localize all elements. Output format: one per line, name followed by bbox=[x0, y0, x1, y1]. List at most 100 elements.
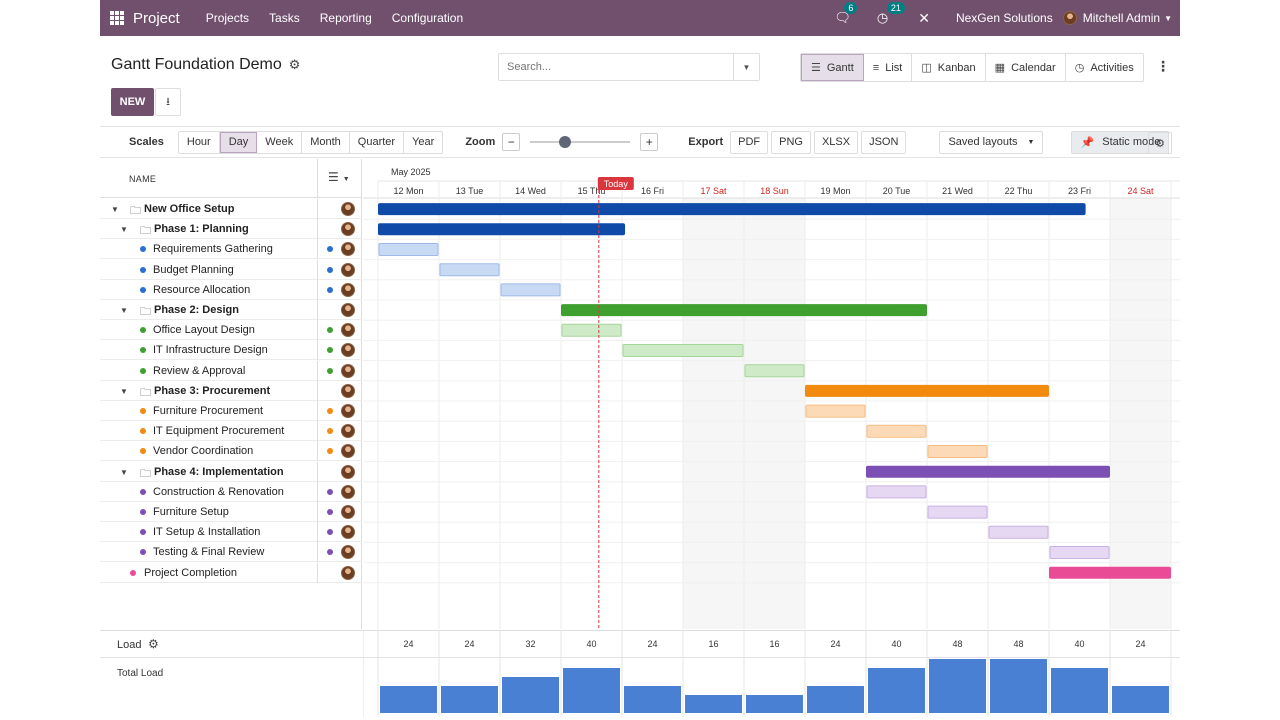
assignee-avatar bbox=[341, 505, 355, 519]
collapse-arrow-icon[interactable]: ▼ bbox=[111, 205, 119, 214]
scale-month[interactable]: Month bbox=[302, 131, 350, 153]
menu-tasks[interactable]: Tasks bbox=[269, 11, 300, 25]
folder-icon: 🗀 bbox=[140, 467, 151, 480]
view-activities[interactable]: ◷ Activities bbox=[1074, 61, 1134, 75]
export-json-button[interactable]: JSON bbox=[861, 130, 907, 154]
scale-day[interactable]: Day bbox=[219, 131, 258, 153]
zoom-slider[interactable] bbox=[530, 133, 631, 151]
apps-menu-icon[interactable] bbox=[110, 11, 124, 25]
collapse-arrow-icon[interactable]: ▼ bbox=[120, 467, 128, 477]
export-pdf-button[interactable]: PDF bbox=[730, 130, 769, 154]
task-row[interactable]: IT Equipment Procurement bbox=[100, 421, 362, 442]
scale-week[interactable]: Week bbox=[257, 131, 303, 153]
day-header: 14 Wed bbox=[515, 186, 546, 196]
task-row[interactable]: ▼ 🗀 Phase 4: Implementation bbox=[100, 461, 362, 482]
view-kanban[interactable]: ◫ Kanban bbox=[912, 54, 986, 81]
new-button[interactable]: NEW bbox=[111, 88, 154, 116]
zoom-out-button[interactable]: − bbox=[502, 133, 521, 151]
scale-selector: Hour Day Week Month Quarter Year bbox=[177, 130, 444, 154]
task-bar bbox=[439, 263, 500, 277]
user-menu[interactable]: Mitchell Admin ▼ bbox=[1062, 11, 1172, 25]
gear-icon[interactable]: ⚙ bbox=[288, 57, 301, 72]
gear-icon[interactable]: ⚙ bbox=[148, 637, 159, 651]
saved-layouts-dropdown[interactable]: Saved layouts ▼ bbox=[939, 130, 1044, 154]
task-row[interactable]: ▼ 🗀 New Office Setup bbox=[100, 199, 362, 219]
view-list[interactable]: ≡ List bbox=[864, 54, 913, 81]
task-row[interactable]: Vendor Coordination bbox=[100, 441, 362, 462]
task-bar bbox=[561, 323, 622, 337]
search-dropdown-toggle[interactable]: ▼ bbox=[733, 54, 759, 80]
color-dot bbox=[327, 327, 333, 334]
task-bar bbox=[988, 525, 1049, 539]
zoom-in-button[interactable]: + bbox=[640, 133, 659, 151]
task-row[interactable]: Review & Approval bbox=[100, 360, 362, 381]
download-button[interactable]: ⭳ bbox=[155, 88, 181, 116]
task-row[interactable]: IT Infrastructure Design bbox=[100, 340, 362, 361]
page-title: Gantt Foundation Demo bbox=[111, 56, 282, 73]
load-value: 16 bbox=[769, 639, 779, 649]
messages-button[interactable]: 🗨 6 bbox=[834, 2, 858, 26]
task-row[interactable]: IT Setup & Installation bbox=[100, 522, 362, 543]
task-row[interactable]: Construction & Renovation bbox=[100, 481, 362, 502]
assignee-avatar bbox=[341, 404, 355, 418]
export-xlsx-button[interactable]: XLSX bbox=[813, 130, 859, 154]
task-row[interactable]: Testing & Final Review bbox=[100, 542, 362, 563]
gantt-settings-button[interactable]: ⚙ bbox=[1148, 132, 1172, 154]
task-row[interactable]: ▼ 🗀 Phase 2: Design bbox=[100, 300, 362, 320]
color-dot bbox=[327, 408, 333, 414]
load-bar bbox=[380, 686, 437, 713]
menu-reporting[interactable]: Reporting bbox=[319, 11, 372, 25]
task-row[interactable]: Furniture Procurement bbox=[100, 401, 362, 421]
search-input[interactable] bbox=[499, 61, 733, 73]
task-name: Furniture Setup bbox=[153, 506, 229, 518]
load-bar bbox=[990, 659, 1047, 713]
scale-hour[interactable]: Hour bbox=[179, 131, 220, 153]
task-row[interactable]: Budget Planning bbox=[100, 259, 362, 280]
load-bar bbox=[929, 659, 986, 713]
view-gantt[interactable]: ☰ Gantt bbox=[801, 54, 864, 81]
assignee-avatar bbox=[341, 444, 355, 459]
summary-bar bbox=[805, 384, 1049, 397]
task-bar bbox=[1049, 546, 1110, 559]
day-header: 20 Tue bbox=[883, 186, 911, 196]
view-calendar[interactable]: ▦ Calendar bbox=[986, 54, 1066, 81]
app-brand[interactable]: Project bbox=[133, 9, 180, 27]
task-name: Office Layout Design bbox=[153, 324, 255, 337]
task-row[interactable]: Project Completion bbox=[100, 562, 362, 583]
download-icon: ⭳ bbox=[166, 95, 170, 108]
collapse-arrow-icon[interactable]: ▼ bbox=[120, 306, 128, 315]
collapse-arrow-icon[interactable]: ▼ bbox=[120, 225, 128, 235]
load-value: 24 bbox=[464, 639, 474, 649]
scale-year[interactable]: Year bbox=[412, 136, 435, 148]
export-png-button[interactable]: PNG bbox=[771, 130, 811, 154]
gantt-chart-svg: May 2025 12 Mon 13 Tue 14 Wed 15 Thu 16 Fri 17… bbox=[363, 167, 1180, 629]
more-options-icon[interactable]: ⋮ bbox=[1156, 58, 1170, 74]
task-row[interactable]: Office Layout Design bbox=[100, 320, 362, 341]
task-row[interactable]: Resource Allocation bbox=[100, 279, 362, 300]
assignee-avatar bbox=[341, 424, 355, 439]
day-header: 21 Wed bbox=[942, 186, 973, 196]
activities-button[interactable]: ◷ 21 bbox=[876, 2, 905, 26]
weekend-shade bbox=[744, 198, 805, 629]
menu-projects[interactable]: Projects bbox=[205, 11, 250, 25]
task-row[interactable]: Furniture Setup bbox=[100, 502, 362, 522]
tools-button[interactable]: ✕ bbox=[918, 10, 930, 27]
filter-columns-icon[interactable]: ☰ ▼ bbox=[328, 170, 350, 184]
scale-quarter[interactable]: Quarter bbox=[350, 131, 405, 153]
company-switcher[interactable]: NexGen Solutions bbox=[955, 11, 1053, 25]
day-header: 17 Sat bbox=[700, 186, 727, 196]
collapse-arrow-icon[interactable]: ▼ bbox=[120, 386, 128, 396]
clock-icon: ◷ bbox=[876, 10, 889, 25]
day-header: 24 Sat bbox=[1127, 186, 1154, 196]
zoom-handle[interactable] bbox=[559, 136, 572, 148]
task-bar bbox=[866, 424, 927, 438]
static-mode-button[interactable]: 📌 Static mode bbox=[1071, 130, 1170, 154]
load-value: 40 bbox=[1074, 639, 1084, 649]
month-label: May 2025 bbox=[391, 167, 431, 177]
task-row[interactable]: ▼ 🗀 Phase 3: Procurement bbox=[100, 380, 362, 401]
load-bar bbox=[1051, 668, 1108, 713]
menu-configuration[interactable]: Configuration bbox=[391, 11, 464, 25]
task-row[interactable]: ▼ 🗀 Phase 1: Planning bbox=[100, 219, 362, 240]
task-row[interactable]: Requirements Gathering bbox=[100, 239, 362, 260]
color-dot bbox=[327, 286, 333, 293]
